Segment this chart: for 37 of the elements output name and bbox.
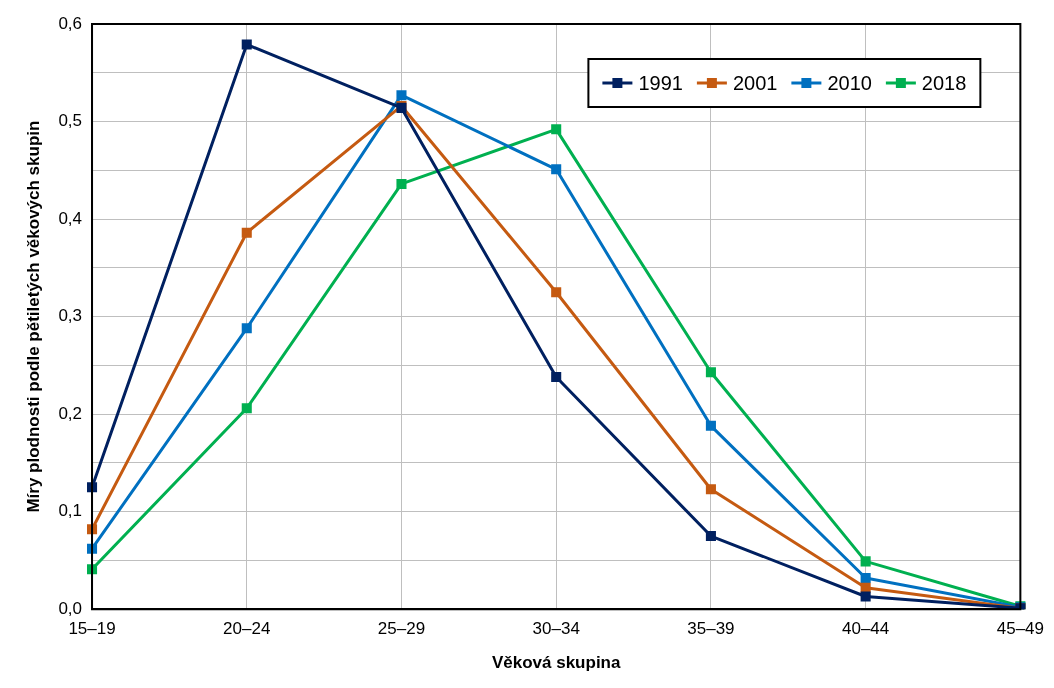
x-tick-label: 35–39	[687, 619, 735, 639]
y-tick-label: 0,2	[58, 403, 83, 423]
point	[705, 367, 716, 378]
y-tick-label: 0,3	[58, 306, 83, 326]
point	[860, 572, 871, 584]
x-tick-label: 25–29	[377, 619, 426, 639]
y-tick-label: 0,5	[58, 111, 83, 131]
legend-label: 2010	[827, 71, 872, 94]
x-axis-title: Věková skupina	[491, 653, 621, 673]
legend-label: 2018	[921, 71, 967, 94]
legend-label: 1991	[638, 71, 683, 94]
legend-label: 2001	[732, 71, 778, 94]
point	[705, 484, 716, 495]
y-tick-label: 0,0	[58, 598, 83, 618]
y-tick-label: 0,6	[58, 13, 83, 33]
x-tick-label: 20–24	[223, 619, 271, 639]
x-tick-label: 15–19	[68, 619, 116, 639]
point	[551, 372, 562, 383]
x-tick-label: 30–34	[532, 619, 580, 639]
y-tick-label: 0,1	[58, 501, 83, 521]
x-tick-label: 40–44	[842, 619, 890, 639]
point	[241, 403, 252, 414]
x-tick-label: 45–49	[996, 619, 1044, 639]
point	[551, 124, 562, 135]
point	[241, 323, 252, 334]
point	[705, 420, 716, 431]
point	[860, 556, 871, 567]
point	[551, 164, 562, 175]
point	[551, 287, 562, 298]
y-tick-label: 0,4	[58, 208, 83, 228]
point	[705, 531, 716, 542]
point	[860, 591, 871, 602]
point	[241, 39, 252, 50]
point	[396, 178, 407, 189]
point	[396, 90, 407, 101]
y-axis-title: Míry plodnosti podle pětiletých věkových skupin	[23, 120, 43, 513]
point	[241, 227, 252, 238]
